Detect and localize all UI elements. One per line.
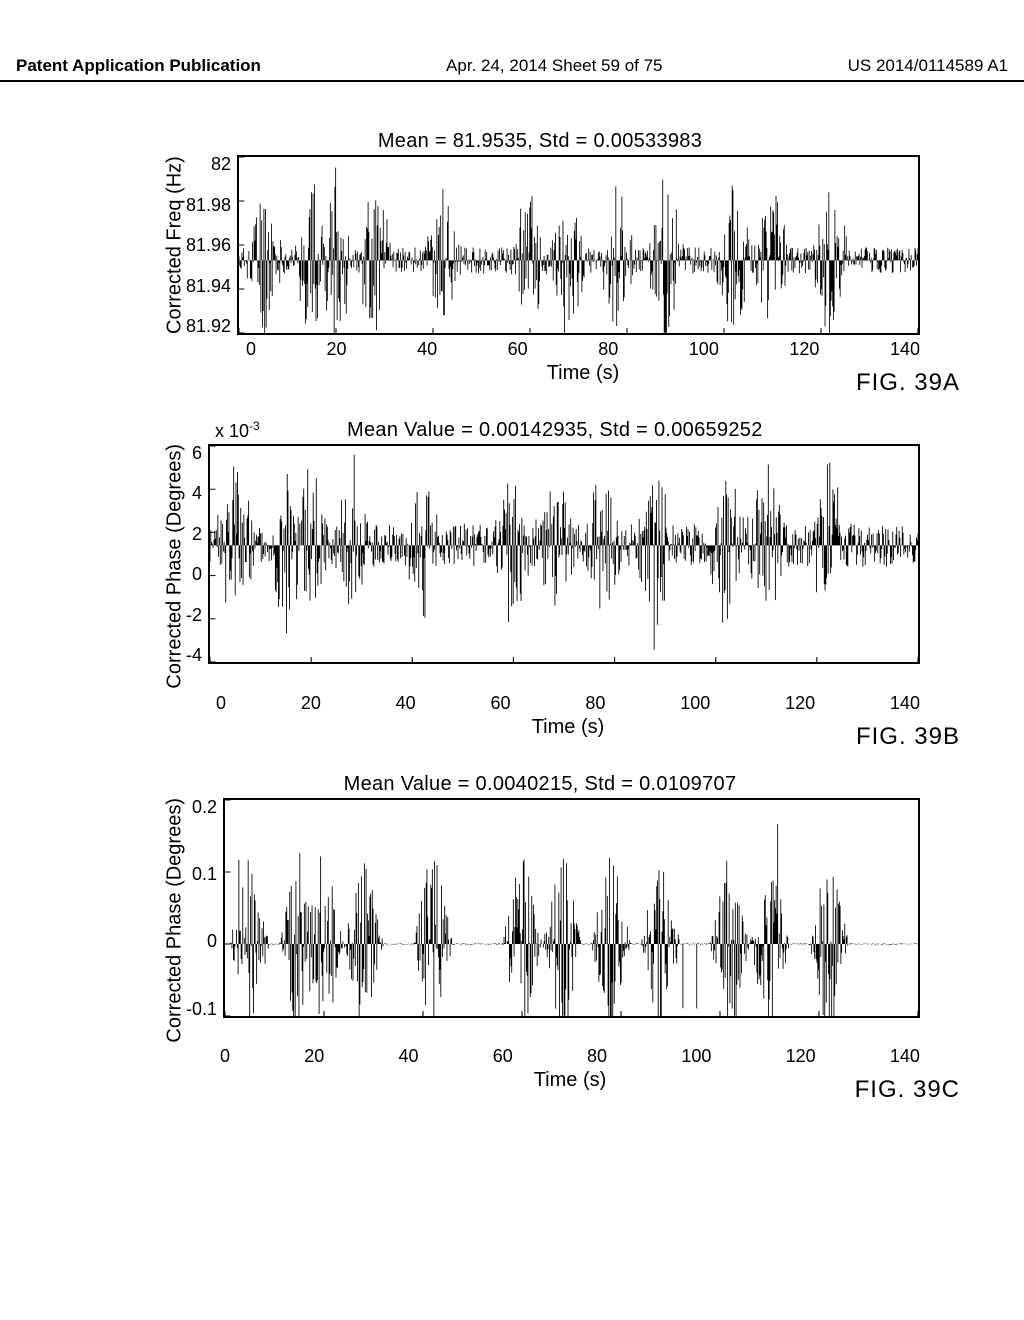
figure-39b: x 10-3 Mean Value = 0.00142935, Std = 0.… [160, 419, 920, 739]
figure-39a: Mean = 81.9535, Std = 0.00533983 Correct… [160, 130, 920, 385]
xtick: 80 [587, 1046, 607, 1067]
fig-b-chart: Corrected Phase (Degrees) 6 4 2 0 -2 -4 [160, 444, 920, 689]
xtick: 0 [220, 1046, 230, 1067]
xtick: 140 [890, 339, 920, 360]
fig-b-ylabel: Corrected Phase (Degrees) [160, 444, 186, 689]
header-left: Patent Application Publication [16, 56, 261, 76]
page-header: Patent Application Publication Apr. 24, … [0, 56, 1024, 82]
fig-a-title: Mean = 81.9535, Std = 0.00533983 [160, 130, 920, 153]
fig-a-ylabel: Corrected Freq (Hz) [160, 155, 186, 335]
xtick: 80 [585, 693, 605, 714]
xtick: 120 [786, 1046, 816, 1067]
ytick: -4 [186, 646, 202, 664]
fig-c-yaxis: 0.2 0.1 0 -0.1 [186, 798, 223, 1018]
fig-a-xlabel: Time (s) [246, 362, 920, 385]
ytick: 0.1 [192, 865, 217, 883]
ytick: 2 [192, 525, 202, 543]
fig-c-title: Mean Value = 0.0040215, Std = 0.0109707 [160, 773, 920, 796]
xtick: 140 [890, 693, 920, 714]
ytick: 81.96 [186, 236, 231, 254]
fig-c-chart: Corrected Phase (Degrees) 0.2 0.1 0 -0.1 [160, 798, 920, 1043]
page-content: Mean = 81.9535, Std = 0.00533983 Correct… [0, 130, 1024, 1126]
xtick: 120 [785, 693, 815, 714]
fig-c-ylabel: Corrected Phase (Degrees) [160, 798, 186, 1043]
xtick: 120 [789, 339, 819, 360]
fig-a-svg [239, 157, 918, 333]
xtick: 140 [890, 1046, 920, 1067]
fig-b-svg [210, 446, 918, 662]
ytick: 81.94 [186, 277, 231, 295]
fig-a-caption: FIG. 39A [856, 369, 960, 397]
xtick: 0 [216, 693, 226, 714]
ytick: 0.2 [192, 798, 217, 816]
fig-c-caption: FIG. 39C [855, 1076, 960, 1104]
xtick: 40 [417, 339, 437, 360]
xtick: 80 [598, 339, 618, 360]
figure-39c: Mean Value = 0.0040215, Std = 0.0109707 … [160, 773, 920, 1093]
fig-c-plot [223, 798, 920, 1018]
fig-c-xlabel: Time (s) [220, 1069, 920, 1092]
fig-c-xaxis: 0 20 40 60 80 100 120 140 [220, 1046, 920, 1067]
xtick: 60 [508, 339, 528, 360]
ytick: 6 [192, 444, 202, 462]
ytick: 4 [192, 484, 202, 502]
fig-a-yaxis: 82 81.98 81.96 81.94 81.92 [186, 155, 237, 335]
xtick: 60 [491, 693, 511, 714]
ytick: 81.98 [186, 196, 231, 214]
fig-a-xaxis: 0 20 40 60 80 100 120 140 [246, 339, 920, 360]
fig-a-chart: Corrected Freq (Hz) 82 81.98 81.96 81.94 81.… [160, 155, 920, 335]
fig-b-plot [208, 444, 920, 664]
ytick: -2 [186, 606, 202, 624]
xtick: 20 [327, 339, 347, 360]
fig-c-svg [225, 800, 918, 1016]
fig-b-title: Mean Value = 0.00142935, Std = 0.0065925… [190, 419, 920, 442]
ytick: -0.1 [186, 1000, 217, 1018]
fig-b-yaxis: 6 4 2 0 -2 -4 [186, 444, 208, 664]
xtick: 20 [301, 693, 321, 714]
fig-b-xaxis: 0 20 40 60 80 100 120 140 [216, 693, 920, 714]
xtick: 40 [399, 1046, 419, 1067]
xtick: 40 [396, 693, 416, 714]
fig-b-xlabel: Time (s) [216, 716, 920, 739]
ytick: 0 [192, 565, 202, 583]
fig-b-caption: FIG. 39B [856, 723, 960, 751]
ytick: 82 [211, 155, 231, 173]
header-right: US 2014/0114589 A1 [848, 56, 1008, 76]
xtick: 20 [304, 1046, 324, 1067]
fig-a-plot [237, 155, 920, 335]
xtick: 100 [689, 339, 719, 360]
xtick: 0 [246, 339, 256, 360]
header-mid: Apr. 24, 2014 Sheet 59 of 75 [261, 56, 848, 76]
ytick: 81.92 [186, 317, 231, 335]
xtick: 100 [680, 693, 710, 714]
xtick: 100 [681, 1046, 711, 1067]
ytick: 0 [207, 932, 217, 950]
xtick: 60 [493, 1046, 513, 1067]
